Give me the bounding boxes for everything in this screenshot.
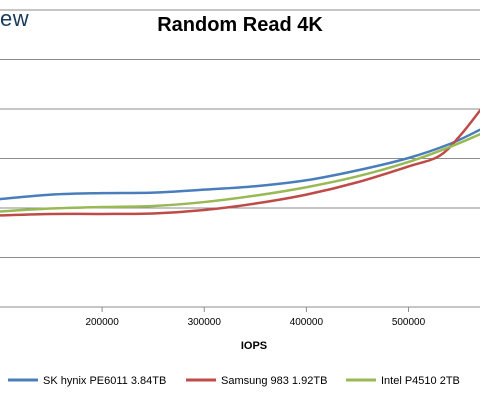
series-lines	[0, 109, 480, 217]
series-line-2	[0, 109, 480, 217]
axes: 200000 300000 400000 500000 IOPS	[0, 306, 480, 352]
chart-title: Random Read 4K	[157, 14, 323, 36]
legend-label: SK hynix PE6011 3.84TB	[43, 375, 166, 387]
series-line-1	[0, 128, 480, 201]
gridlines	[0, 9, 480, 258]
x-tick-label: 200000	[85, 317, 119, 328]
series-line-3	[0, 132, 480, 213]
x-tick-label: 400000	[290, 317, 324, 328]
x-tick-label: 500000	[392, 317, 426, 328]
x-tick-label: 300000	[188, 317, 222, 328]
legend: SK hynix PE6011 3.84TB Samsung 983 1.92TB…	[8, 375, 460, 387]
legend-label: Samsung 983 1.92TB	[221, 375, 327, 387]
x-axis-title: IOPS	[241, 340, 267, 352]
legend-label: Intel P4510 2TB	[381, 375, 460, 387]
